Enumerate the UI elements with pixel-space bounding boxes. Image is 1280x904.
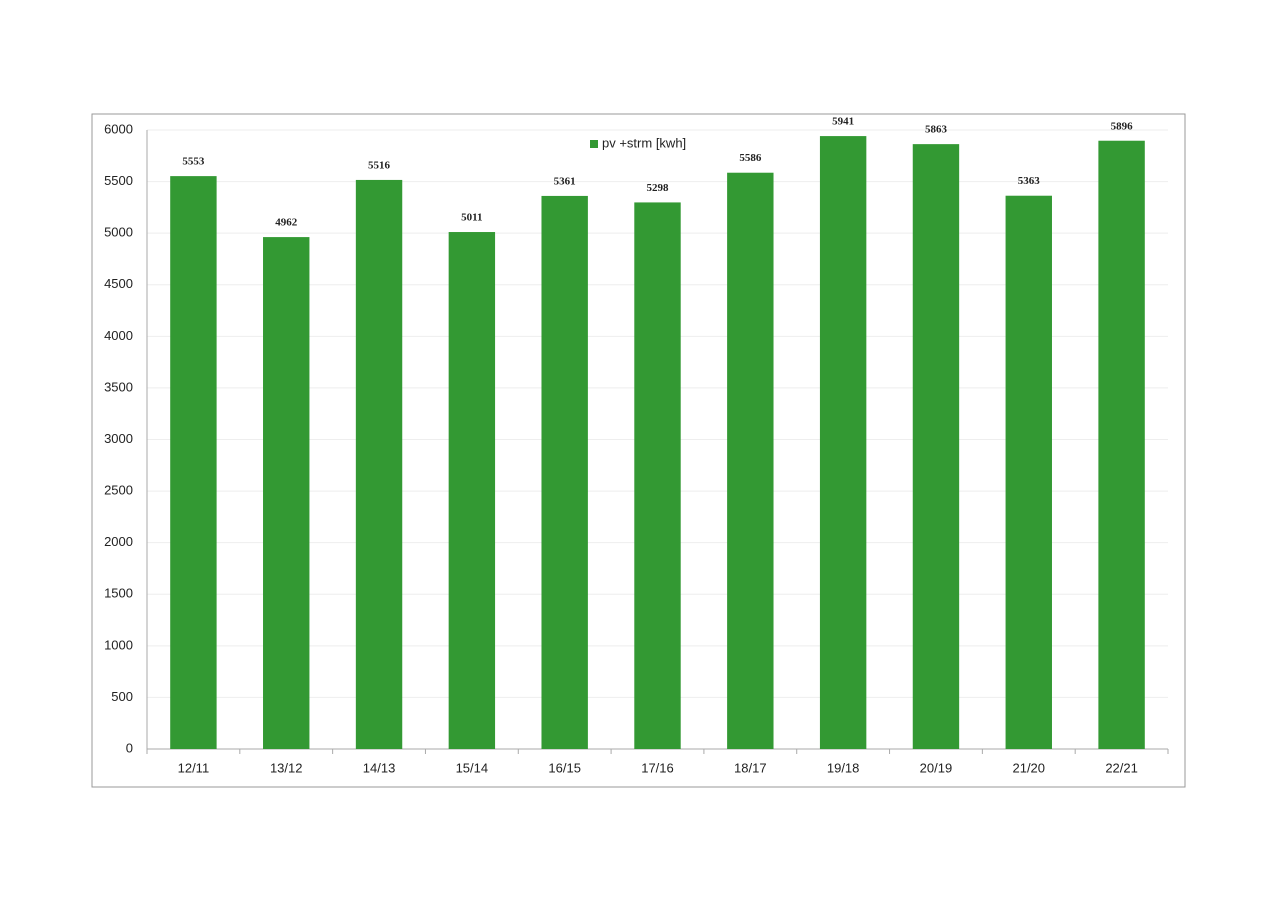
value-label: 5298 <box>647 182 670 194</box>
y-tick-label: 3500 <box>104 379 133 394</box>
value-label: 5863 <box>925 124 948 136</box>
y-tick-label: 2500 <box>104 483 133 498</box>
bar <box>1005 195 1052 749</box>
value-label: 5363 <box>1018 175 1041 187</box>
x-tick-label: 14/13 <box>363 760 396 775</box>
x-tick-label: 20/19 <box>920 760 953 775</box>
y-tick-label: 3000 <box>104 431 133 446</box>
x-tick-label: 17/16 <box>641 760 674 775</box>
value-label: 5586 <box>739 152 762 164</box>
x-tick-label: 15/14 <box>456 760 489 775</box>
bar <box>819 136 867 749</box>
y-tick-label: 4500 <box>104 276 133 291</box>
x-tick-label: 16/15 <box>548 760 581 775</box>
y-tick-label: 1500 <box>104 586 133 601</box>
bar <box>727 172 774 749</box>
bar <box>634 202 681 750</box>
y-tick-label: 6000 <box>104 121 133 136</box>
bar <box>170 176 217 750</box>
bar <box>541 195 588 750</box>
value-label: 5553 <box>182 156 205 168</box>
y-tick-label: 4000 <box>104 328 133 343</box>
x-tick-label: 19/18 <box>827 760 860 775</box>
bar <box>1098 140 1145 749</box>
x-tick-label: 12/11 <box>178 760 210 775</box>
bar <box>448 232 496 749</box>
value-label: 5941 <box>832 116 854 128</box>
value-label: 5011 <box>461 212 482 224</box>
y-tick-label: 2000 <box>104 534 133 549</box>
x-tick-label: 21/20 <box>1012 760 1045 775</box>
x-tick-label: 18/17 <box>734 760 767 775</box>
y-tick-label: 500 <box>111 689 133 704</box>
x-tick-label: 22/21 <box>1105 760 1138 775</box>
value-label: 4962 <box>275 217 298 229</box>
bar <box>263 237 310 749</box>
legend-swatch <box>590 140 598 148</box>
bar <box>912 144 960 749</box>
x-tick-label: 13/12 <box>270 760 303 775</box>
y-tick-label: 5000 <box>104 225 133 240</box>
y-tick-label: 0 <box>126 740 133 755</box>
value-label: 5896 <box>1111 120 1134 132</box>
bar <box>355 179 403 749</box>
y-tick-label: 5500 <box>104 173 133 188</box>
value-label: 5516 <box>368 159 391 171</box>
y-tick-label: 1000 <box>104 637 133 652</box>
legend-label: pv +strm [kwh] <box>602 135 686 150</box>
value-label: 5361 <box>554 175 576 187</box>
